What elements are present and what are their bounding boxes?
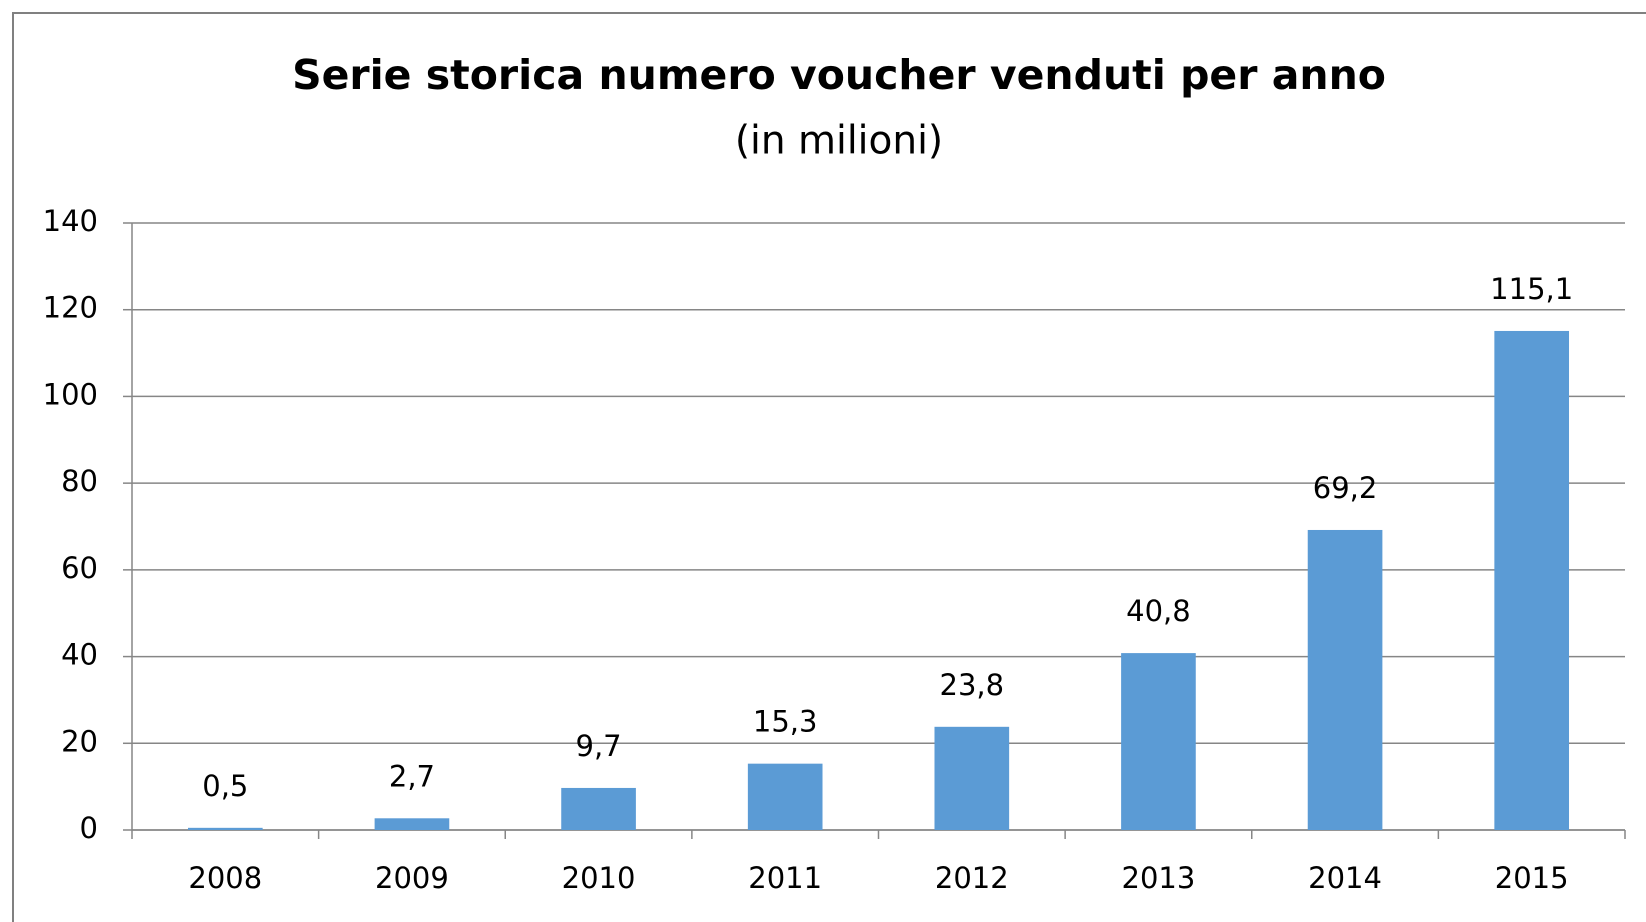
- x-tick-label: 2014: [1308, 861, 1382, 895]
- x-tick-label: 2013: [1122, 861, 1196, 895]
- bar: [1307, 529, 1383, 830]
- bar: [1121, 653, 1196, 830]
- bar: [1494, 330, 1570, 830]
- y-tick-label: 140: [43, 204, 98, 238]
- x-tick-label: 2010: [562, 861, 636, 895]
- data-label: 23,8: [940, 668, 1005, 702]
- data-label: 115,1: [1490, 272, 1573, 306]
- y-tick-label: 60: [61, 551, 98, 585]
- x-tick-label: 2012: [935, 861, 1009, 895]
- bar: [187, 827, 263, 830]
- data-label: 69,2: [1313, 471, 1378, 505]
- data-label: 15,3: [753, 705, 818, 739]
- y-tick-label: 100: [43, 377, 98, 411]
- y-tick-label: 0: [80, 811, 98, 845]
- bar: [747, 763, 823, 830]
- data-label: 9,7: [576, 729, 622, 763]
- data-label: 0,5: [202, 769, 248, 803]
- chart-subtitle: (in milioni): [735, 119, 943, 164]
- bar: [934, 726, 1010, 830]
- y-tick-label: 80: [61, 464, 98, 498]
- bar: [374, 818, 450, 830]
- data-label: 40,8: [1126, 594, 1191, 628]
- data-label: 2,7: [389, 759, 435, 793]
- x-tick-label: 2015: [1495, 861, 1569, 895]
- x-tick-label: 2009: [375, 861, 449, 895]
- y-tick-label: 40: [61, 638, 98, 672]
- chart-title: Serie storica numero voucher venduti per…: [292, 51, 1386, 99]
- x-tick-label: 2008: [188, 861, 262, 895]
- bar: [561, 787, 636, 830]
- y-tick-label: 20: [61, 724, 98, 758]
- x-tick-label: 2011: [748, 861, 822, 895]
- y-tick-label: 120: [43, 291, 98, 325]
